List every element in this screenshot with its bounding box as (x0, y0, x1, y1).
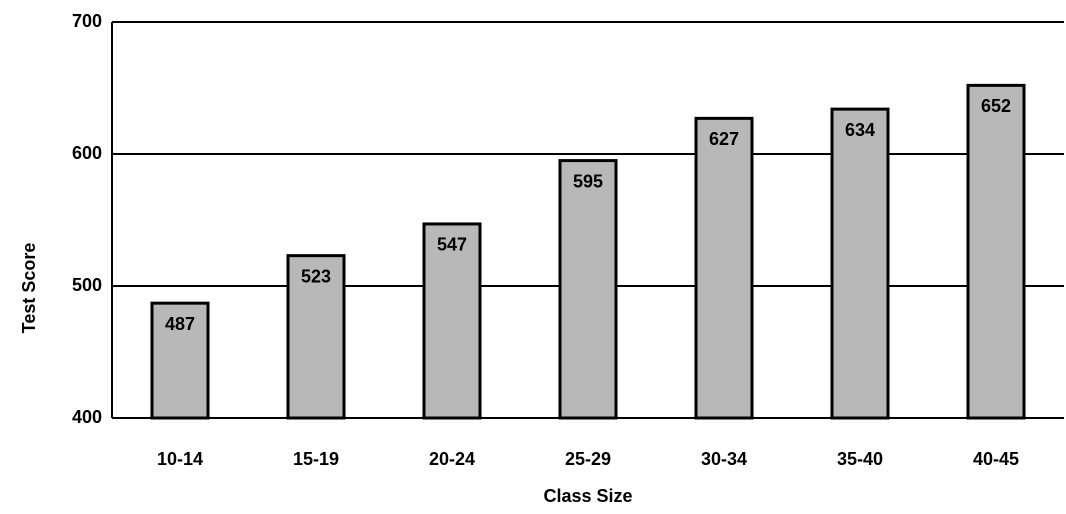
x-axis-label: Class Size (543, 486, 632, 506)
value-label: 523 (301, 266, 331, 286)
x-tick-label: 40-45 (973, 449, 1019, 469)
value-label: 595 (573, 171, 603, 191)
bar (422, 222, 482, 420)
value-label: 652 (981, 96, 1011, 116)
bar (286, 254, 346, 420)
y-tick-label: 400 (72, 407, 102, 427)
value-label: 627 (709, 129, 739, 149)
value-label: 634 (845, 120, 875, 140)
bar (830, 107, 890, 420)
value-label: 487 (165, 314, 195, 334)
bar (966, 83, 1026, 420)
bar (150, 301, 210, 420)
y-axis-label: Test Score (19, 243, 39, 334)
y-tick-label: 700 (72, 11, 102, 31)
x-tick-label: 15-19 (293, 449, 339, 469)
x-tick-label: 35-40 (837, 449, 883, 469)
x-tick-label: 25-29 (565, 449, 611, 469)
bar (694, 116, 754, 420)
value-label: 547 (437, 235, 467, 255)
bar (558, 159, 618, 420)
x-tick-label: 30-34 (701, 449, 747, 469)
y-tick-label: 600 (72, 143, 102, 163)
y-tick-label: 500 (72, 275, 102, 295)
x-tick-label: 10-14 (157, 449, 203, 469)
x-tick-label: 20-24 (429, 449, 475, 469)
